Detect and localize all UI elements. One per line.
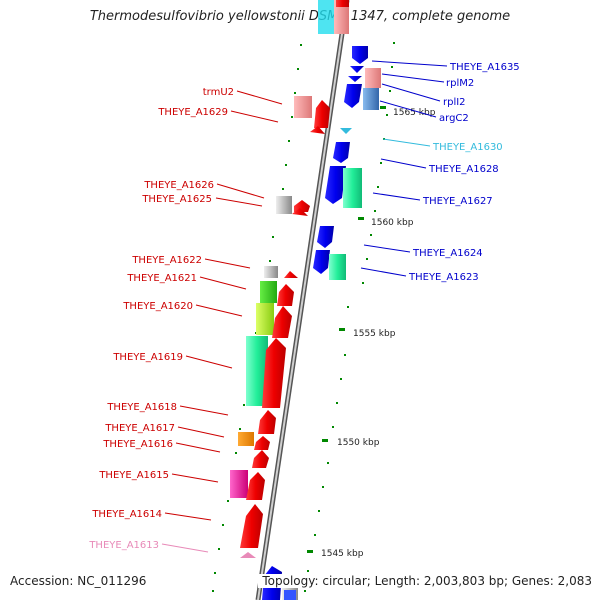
gene-label: THEYE_A1617	[104, 423, 175, 434]
gene-feature	[334, 0, 349, 34]
map-title: Thermodesulfovibrio yellowstonii DSM 113…	[89, 9, 511, 24]
gene-feature	[272, 306, 292, 338]
gene-feature	[317, 226, 334, 248]
gene-label: THEYE_A1615	[98, 470, 169, 481]
gene-label: trmU2	[203, 87, 234, 98]
gene-features	[230, 0, 381, 600]
gene-labels-right: THEYE_A1635 rplM2 rplI2 argC2 THEYE_A163…	[408, 62, 520, 283]
gene-feature	[284, 271, 298, 278]
gene-feature	[238, 432, 254, 446]
gene-feature	[252, 450, 269, 468]
ruler-tick	[322, 439, 328, 442]
gene-feature	[340, 128, 352, 134]
gene-feature	[254, 436, 270, 450]
gene-feature	[365, 68, 381, 88]
gene-feature	[284, 590, 296, 600]
gene-feature	[246, 472, 265, 500]
gene-label: THEYE_A1635	[449, 62, 520, 73]
gene-feature	[343, 168, 362, 208]
gene-feature	[314, 100, 330, 128]
gene-label: THEYE_A1620	[122, 301, 193, 312]
gene-feature	[310, 126, 325, 134]
gene-label: THEYE_A1622	[131, 255, 202, 266]
ruler-tick	[307, 550, 313, 553]
gene-label: THEYE_A1628	[428, 164, 499, 175]
gene-feature	[333, 142, 350, 163]
genome-summary: Topology: circular; Length: 2,003,803 bp…	[258, 574, 592, 588]
gene-feature	[277, 284, 294, 306]
gene-feature	[348, 76, 362, 82]
gene-label: THEYE_A1630	[432, 142, 503, 153]
gene-label: THEYE_A1613	[88, 540, 159, 551]
gene-label: rplM2	[446, 78, 474, 89]
ruler-tick	[358, 217, 364, 220]
gene-feature	[230, 470, 248, 498]
gene-feature	[318, 0, 334, 34]
gene-feature	[344, 84, 362, 108]
gene-feature	[258, 410, 276, 434]
gene-feature	[264, 266, 278, 278]
gene-label: THEYE_A1626	[143, 180, 214, 191]
gene-feature	[240, 552, 256, 558]
gene-labels-left: trmU2 THEYE_A1629 THEYE_A1626 THEYE_A162…	[88, 87, 234, 551]
ruler-tick	[339, 328, 345, 331]
gene-label: THEYE_A1625	[141, 194, 212, 205]
gene-feature	[256, 303, 274, 335]
gene-feature	[325, 166, 346, 204]
ruler-label: 1555 kbp	[353, 329, 396, 339]
gene-label: THEYE_A1614	[91, 509, 162, 520]
ruler-label: 1545 kbp	[321, 549, 364, 559]
gene-feature	[262, 338, 286, 408]
gene-label: THEYE_A1621	[126, 273, 197, 284]
gene-label: THEYE_A1627	[422, 196, 493, 207]
gene-feature	[352, 46, 368, 64]
gene-feature	[294, 200, 310, 212]
gene-label: argC2	[439, 113, 469, 124]
gene-feature	[260, 281, 277, 303]
gene-label: THEYE_A1618	[106, 402, 177, 413]
ruler-label: 1550 kbp	[337, 438, 380, 448]
gene-feature	[350, 66, 364, 73]
gene-feature	[246, 336, 268, 406]
accession-text: Accession: NC_011296	[10, 574, 147, 588]
gene-feature	[240, 504, 263, 548]
gene-label: THEYE_A1619	[112, 352, 183, 363]
gene-feature	[336, 0, 349, 7]
gene-feature	[292, 208, 308, 216]
gene-label: THEYE_A1616	[102, 439, 173, 450]
label-leaders-right	[360, 60, 448, 277]
gene-label: THEYE_A1624	[412, 248, 483, 259]
gene-feature	[313, 250, 330, 274]
gene-label: THEYE_A1629	[157, 107, 228, 118]
ruler-tick	[380, 106, 386, 109]
label-leaders-left	[161, 90, 283, 553]
gene-feature	[363, 88, 379, 110]
gene-feature	[329, 254, 346, 280]
ruler-label: 1565 kbp	[393, 108, 436, 118]
ruler-label: 1560 kbp	[371, 218, 414, 228]
gene-feature	[294, 96, 312, 118]
ruler: 1565 kbp 1560 kbp 1555 kbp 1550 kbp 1545…	[307, 106, 436, 559]
gene-label: rplI2	[443, 97, 466, 108]
gene-feature	[276, 196, 292, 214]
gene-label: THEYE_A1623	[408, 272, 479, 283]
